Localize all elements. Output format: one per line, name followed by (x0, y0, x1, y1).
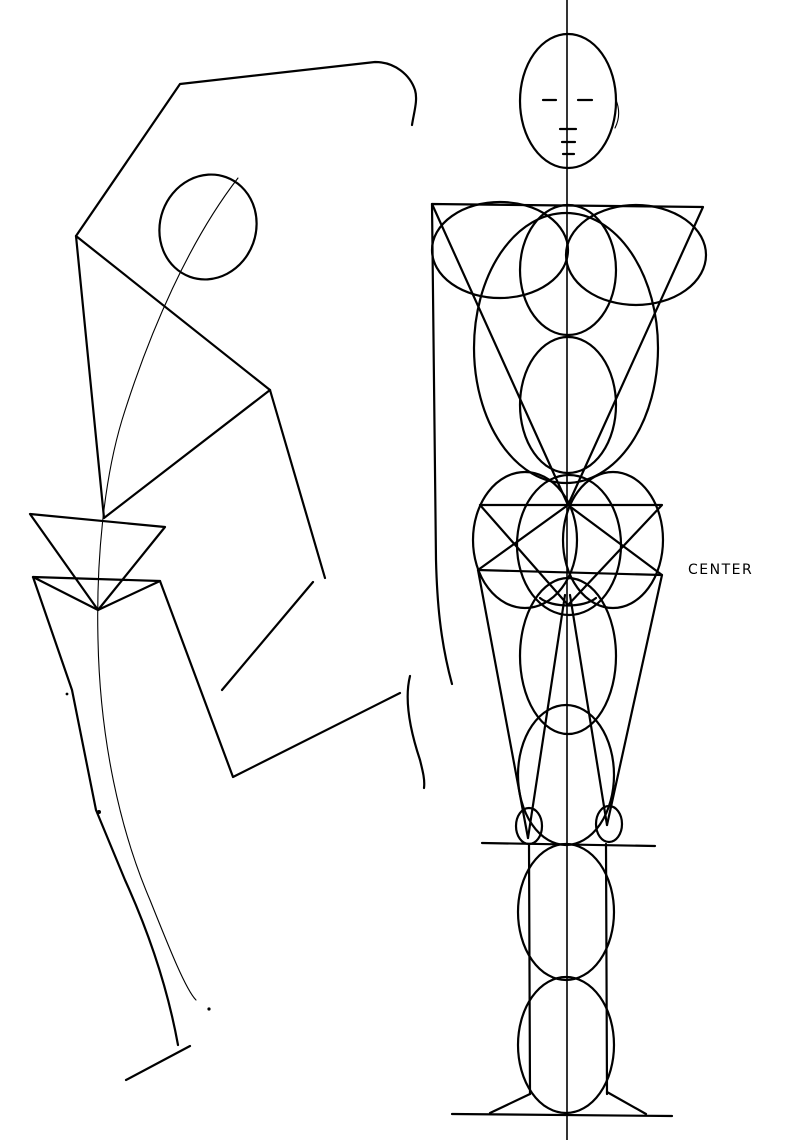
gesture-bent-arm (268, 388, 327, 580)
gesture-raised-arm (74, 60, 418, 238)
gesture-head (158, 173, 258, 281)
gesture-shoulder-triangle (74, 234, 272, 520)
crotch-curve (538, 596, 598, 607)
gesture-dot (65, 692, 69, 696)
center-label: CENTER (688, 562, 754, 578)
hip-right-oval (561, 470, 665, 610)
left-arm-line (430, 202, 454, 686)
gesture-forearm (220, 580, 315, 692)
sternum-oval (518, 335, 618, 475)
ground-line (450, 1112, 674, 1118)
neck-oval (518, 203, 618, 337)
pelvis-upper-triangle (478, 503, 664, 607)
left-arm-hand (406, 674, 426, 790)
right-shoulder-oval (564, 203, 708, 307)
gesture-pelvis-lower (31, 575, 162, 612)
gesture-leg (31, 575, 180, 1047)
hip-left-oval (471, 470, 579, 610)
gesture-spine-line (97, 177, 239, 1001)
chest-oval (472, 211, 660, 485)
gesture-arm-lower (158, 579, 402, 779)
ankle-oval (516, 975, 616, 1115)
pelvis-lower-triangle (476, 503, 664, 577)
gesture-figure (28, 60, 418, 1082)
gesture-dot (207, 1007, 211, 1011)
hip-center-oval (515, 473, 623, 617)
ear (614, 99, 620, 129)
thigh-inner-right (568, 593, 609, 827)
gesture-dot (97, 810, 101, 814)
shin-right-line (604, 842, 609, 1096)
shin-left-line (527, 842, 532, 1096)
head-oval (518, 32, 618, 170)
left-foot (488, 1092, 532, 1115)
construction-figure (406, 0, 708, 1140)
gesture-foot (124, 1044, 192, 1082)
upper-thigh-oval (518, 576, 618, 736)
calf-oval (516, 842, 616, 982)
gesture-pelvis-upper (28, 512, 167, 612)
right-foot (605, 1090, 648, 1116)
thigh-right-line (605, 573, 664, 827)
right-knee (594, 804, 624, 844)
thigh-inner-left (526, 593, 567, 840)
